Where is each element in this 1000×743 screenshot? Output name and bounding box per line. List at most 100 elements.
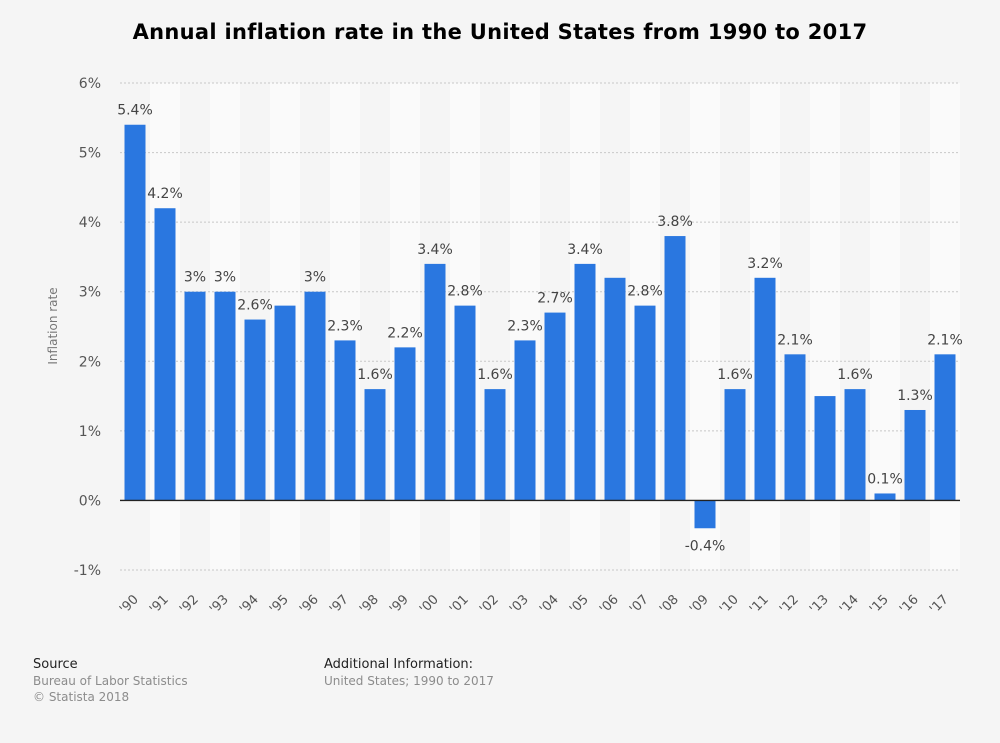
data-label: 1.6% (837, 367, 873, 383)
bar (814, 396, 836, 501)
x-tick-label: '99 (387, 592, 412, 617)
x-tick-label: '93 (207, 592, 232, 617)
x-tick-label: '92 (177, 592, 202, 617)
x-tick-label: '00 (417, 592, 442, 617)
bar (604, 277, 626, 501)
bar (424, 263, 446, 501)
x-tick-label: '14 (837, 592, 862, 617)
y-tick-label: 2% (79, 354, 101, 370)
bar (484, 389, 506, 501)
source-heading: Source (33, 657, 78, 672)
data-label: 2.7% (537, 291, 573, 307)
x-tick-label: '94 (237, 592, 262, 617)
data-label: 1.3% (897, 388, 933, 404)
data-label: 3.4% (417, 242, 453, 258)
data-label: 2.1% (927, 332, 963, 348)
x-tick-label: '06 (597, 592, 622, 617)
data-label: 0.1% (867, 471, 903, 487)
y-tick-label: 1% (79, 424, 101, 440)
info-heading: Additional Information: (324, 657, 474, 672)
bar (454, 305, 476, 501)
y-tick-label: 0% (79, 493, 101, 509)
bar (274, 305, 296, 501)
y-axis-ticks: -1% 0% 1% 2% 3% 4% 5% 6% (74, 76, 101, 579)
data-label: 3.4% (567, 242, 603, 258)
x-tick-label: '10 (717, 592, 742, 617)
bar-chart: -1%0%1%2%3%4%5%6% 5.4%4.2%3% 3%2.6%3%2.3%… (46, 76, 963, 617)
x-tick-label: '98 (357, 592, 382, 617)
bar (244, 319, 266, 501)
x-tick-label: '08 (657, 592, 682, 617)
source-line: Bureau of Labor Statistics (33, 674, 188, 688)
x-tick-label: '03 (507, 592, 532, 617)
bar (124, 124, 146, 501)
x-tick-label: '07 (627, 592, 652, 617)
bar (874, 493, 896, 501)
bar (574, 263, 596, 501)
bar (844, 389, 866, 501)
y-tick-label: 4% (79, 215, 101, 231)
data-label: 5.4% (117, 103, 153, 119)
bar (694, 500, 716, 529)
info-line: United States; 1990 to 2017 (324, 674, 494, 688)
x-tick-label: '02 (477, 592, 502, 617)
bar (334, 340, 356, 501)
x-tick-label: '09 (687, 592, 712, 617)
x-tick-label: '05 (567, 592, 592, 617)
data-label: 1.6% (357, 367, 393, 383)
data-label: 2.6% (237, 298, 273, 314)
data-label: 1.6% (477, 367, 513, 383)
data-label: 3% (304, 270, 326, 286)
y-tick-label: 3% (79, 285, 101, 301)
data-label: 2.2% (387, 325, 423, 341)
background-band (690, 83, 720, 570)
data-label: 4.2% (147, 186, 183, 202)
data-label: -0.4% (685, 538, 726, 554)
x-tick-label: '15 (867, 592, 892, 617)
bar (934, 354, 956, 501)
x-tick-label: '11 (747, 592, 772, 617)
bar (514, 340, 536, 501)
bar (214, 291, 236, 501)
x-axis-ticks: '90'91'92'93'94'95'96'97'98'99'00'01'02 '… (117, 592, 952, 617)
chart-title: Annual inflation rate in the United Stat… (132, 20, 868, 44)
x-tick-label: '04 (537, 592, 562, 617)
data-labels: 5.4%4.2%3% 3%2.6%3%2.3%1.6%2.2%3.4%2.8%1.… (117, 103, 963, 555)
x-tick-label: '13 (807, 592, 832, 617)
data-label: 3% (184, 270, 206, 286)
y-tick-label: -1% (74, 563, 101, 579)
data-label: 2.8% (447, 284, 483, 300)
bar (724, 389, 746, 501)
data-label: 2.3% (507, 318, 543, 334)
x-tick-label: '12 (777, 592, 802, 617)
x-tick-label: '16 (897, 592, 922, 617)
bar (544, 312, 566, 501)
data-label: 2.8% (627, 284, 663, 300)
data-label: 3.2% (747, 256, 783, 272)
bar (784, 354, 806, 501)
bar (364, 389, 386, 501)
footer-source: Source Bureau of Labor Statistics © Stat… (33, 657, 188, 705)
bar (634, 305, 656, 501)
background-band (870, 83, 900, 570)
bars (124, 124, 956, 529)
y-tick-label: 6% (79, 76, 101, 92)
x-tick-label: '17 (927, 592, 952, 617)
x-tick-label: '96 (297, 592, 322, 617)
data-label: 3.8% (657, 214, 693, 230)
x-tick-label: '01 (447, 592, 472, 617)
data-label: 1.6% (717, 367, 753, 383)
y-tick-label: 5% (79, 146, 101, 162)
x-tick-label: '97 (327, 592, 352, 617)
bar (904, 409, 926, 501)
data-label: 2.3% (327, 318, 363, 334)
data-label: 2.1% (777, 332, 813, 348)
x-tick-label: '90 (117, 592, 142, 617)
bar (184, 291, 206, 501)
bar (304, 291, 326, 501)
bar (754, 277, 776, 501)
data-label: 3% (214, 270, 236, 286)
y-axis-label: Inflation rate (46, 287, 60, 364)
x-tick-label: '95 (267, 592, 292, 617)
bar (154, 208, 176, 501)
